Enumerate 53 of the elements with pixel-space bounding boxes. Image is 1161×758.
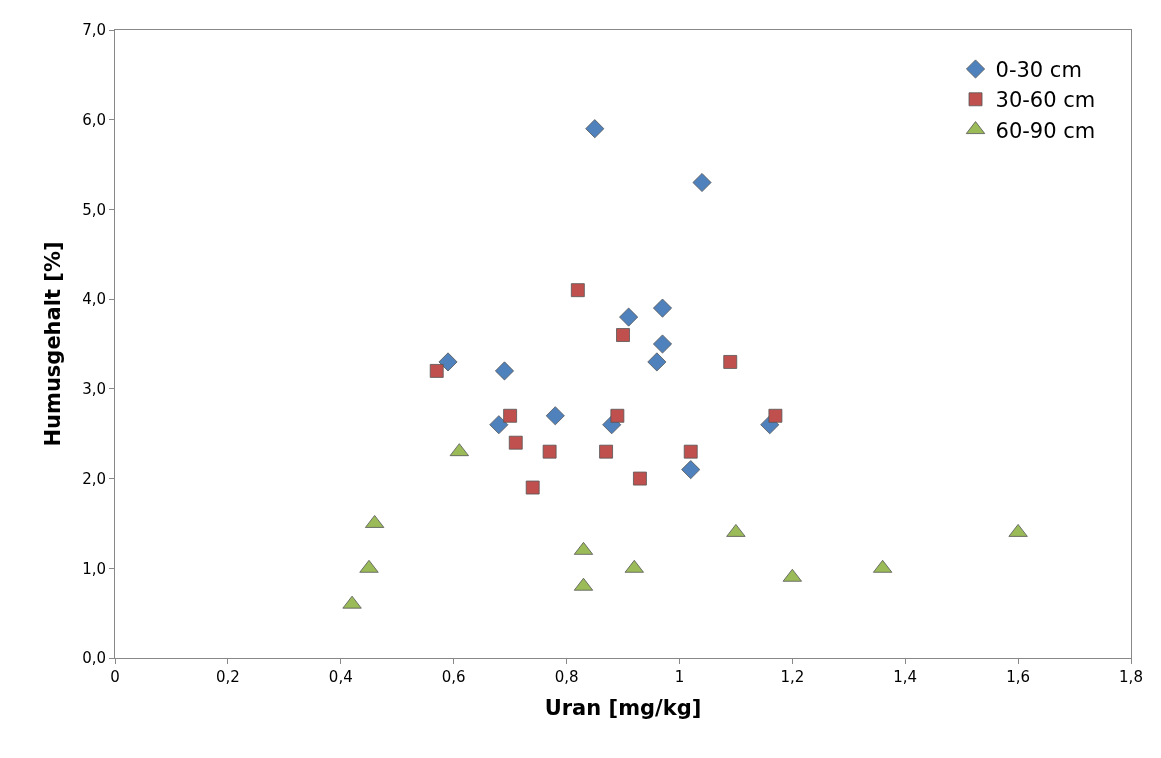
- point: [782, 568, 802, 582]
- point: [692, 173, 712, 193]
- x-tick-label: 1,8: [1119, 668, 1143, 686]
- legend-label: 60-90 cm: [995, 118, 1096, 143]
- point: [653, 334, 673, 354]
- y-tick-label: 6,0: [82, 110, 106, 129]
- point: [653, 298, 673, 318]
- point: [647, 352, 667, 372]
- point: [449, 443, 469, 457]
- y-tick-label: 3,0: [82, 380, 106, 399]
- point: [438, 352, 458, 372]
- point: [570, 283, 585, 298]
- point: [619, 307, 639, 327]
- point: [525, 480, 540, 495]
- point: [683, 444, 698, 459]
- y-axis-title: Humusgehalt [%]: [41, 241, 66, 447]
- point: [723, 355, 738, 369]
- y-tick-label: 2,0: [82, 469, 106, 488]
- point: [503, 408, 518, 423]
- point: [489, 415, 509, 435]
- point: [542, 444, 557, 459]
- x-axis-title: Uran [mg/kg]: [544, 696, 702, 721]
- point: [359, 559, 379, 573]
- x-tick-label: 1,2: [780, 668, 805, 686]
- point: [633, 471, 647, 486]
- x-tick-label: 0,8: [554, 668, 579, 686]
- point: [873, 559, 893, 573]
- x-tick-label: 0,4: [328, 668, 353, 686]
- x-tick-label: 0,6: [441, 668, 466, 686]
- point: [429, 364, 444, 378]
- point: [545, 406, 565, 426]
- point: [508, 435, 523, 450]
- point: [616, 328, 630, 342]
- x-tick-label: 0: [110, 668, 120, 686]
- point: [681, 460, 701, 480]
- y-tick-label: 0,0: [82, 649, 106, 668]
- x-tick-label: 1,4: [893, 668, 918, 686]
- legend-label: 0-30 cm: [995, 58, 1082, 83]
- point: [585, 119, 605, 139]
- point: [624, 559, 644, 573]
- y-tick-label: 4,0: [82, 290, 106, 309]
- y-tick-label: 5,0: [82, 200, 106, 219]
- y-tick-label: 7,0: [82, 21, 106, 40]
- point: [610, 408, 625, 423]
- y-tick-label: 1,0: [82, 559, 106, 578]
- point: [599, 444, 613, 459]
- legend-label: 30-60 cm: [995, 88, 1096, 113]
- x-tick-label: 1: [674, 668, 685, 686]
- point: [342, 595, 362, 609]
- x-tick-label: 0,2: [215, 668, 240, 686]
- point: [768, 408, 783, 423]
- point: [494, 361, 514, 381]
- x-tick-label: 1,6: [1006, 668, 1031, 686]
